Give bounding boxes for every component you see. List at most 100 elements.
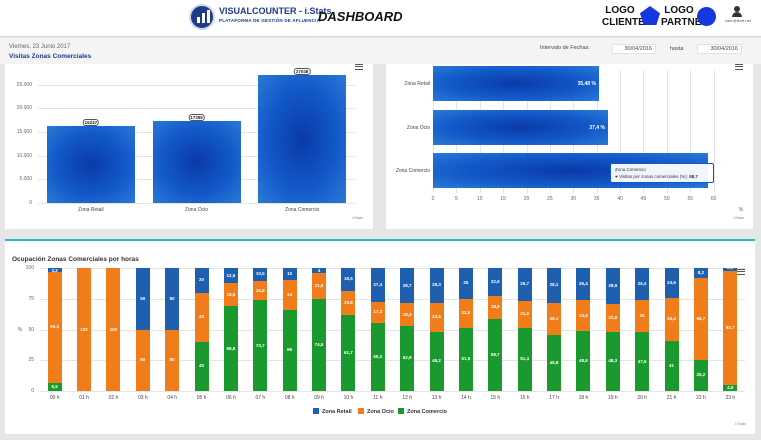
chart3-segment[interactable]: 28,3 [429,268,444,303]
chart3-segment[interactable]: 26,7 [517,268,532,301]
chart3-segment[interactable]: 26 [635,300,650,333]
chart3-segment[interactable]: 4,9 [723,384,738,391]
chart3-segment[interactable]: 28,9 [605,268,620,304]
chart3-segment[interactable]: 10 [282,268,297,281]
chart3-data-label: 24,6 [667,280,676,286]
logo-cliente: LOGO CLIENTE [602,5,645,28]
chart3-segment[interactable]: 45,8 [547,334,562,391]
chart3-segment[interactable]: 20 [194,268,209,293]
chart3-segment[interactable]: 26,4 [576,268,591,301]
chart3-data-label: 18,6 [490,304,500,310]
user-icon[interactable] [732,6,742,17]
chart3-segment[interactable]: 41 [664,340,679,391]
chart3-segment[interactable]: 90,3 [47,271,62,383]
chart3-segment[interactable]: 10,5 [253,268,268,281]
chart3-data-label: 28,7 [402,282,412,288]
legend-ocio[interactable]: Zona Ocio [358,408,394,415]
chart3-segment[interactable]: 92,7 [723,270,738,385]
chart3-segment[interactable]: 18,8 [223,283,238,307]
chart3-segment[interactable]: 66,7 [693,277,708,360]
chart3-segment[interactable]: 17,3 [370,301,385,323]
date-from-input[interactable]: 30/04/2016 [612,44,656,54]
chart3-segment[interactable]: 47,6 [635,332,650,391]
chart3-segment[interactable]: 48,8 [576,330,591,391]
chart3-hour-label: 02 h [108,395,119,401]
chart1-bar[interactable] [152,120,241,203]
chart3-segment[interactable]: 100 [77,268,92,391]
chart3-segment[interactable]: 22,6 [488,268,503,296]
chart3-segment[interactable]: 24 [282,280,297,310]
chart3-segment[interactable]: 23,5 [458,298,473,328]
chart3-segment[interactable]: 51,5 [458,327,473,391]
chart3-segment[interactable]: 2,5 [723,265,738,271]
chart3-segment[interactable]: 25,2 [693,360,708,391]
chart3-data-label: 28,9 [608,282,618,288]
chart3-segment[interactable]: 50 [135,268,150,330]
chart3-segment[interactable]: 3,2 [47,268,62,273]
chart3-segment[interactable]: 15,8 [253,280,268,301]
chart3-segment[interactable]: 55,3 [370,322,385,391]
chart3-segment[interactable]: 21,5 [312,272,327,300]
chart3-segment[interactable]: 34,4 [664,298,679,341]
legend-comercio[interactable]: Zona Comercio [398,408,447,415]
chart2-gridline [713,70,715,193]
chart3-segment[interactable]: 27,4 [370,268,385,302]
chart1-bar[interactable] [46,126,135,203]
chart3-segment[interactable]: 100 [106,268,121,391]
chart3-segment[interactable]: 24,8 [576,300,591,331]
chart3-segment[interactable]: 50 [165,268,180,330]
brand-subtitle: PLATAFORMA DE GESTIÓN DE AFLUENCIA [219,18,321,23]
chart3-segment[interactable]: 18,3 [400,303,415,326]
date-to-input[interactable]: 30/04/2016 [697,44,742,54]
chart3-segment[interactable]: 50 [165,329,180,391]
chart3-segment[interactable]: 18,5 [341,268,356,291]
chart3-segment[interactable]: 48,2 [429,331,444,391]
chart3-segment[interactable]: 40 [194,341,209,391]
chart3-hour-label: 04 h [167,395,178,401]
chart3-segment[interactable]: 24,6 [664,268,679,299]
chart3-segment[interactable]: 12,5 [223,267,238,284]
chart2-menu-icon[interactable] [735,64,743,70]
chart3-segment[interactable]: 23,5 [429,302,444,332]
chart3-segment[interactable]: 22,8 [605,303,620,332]
chart3-data-label: 73,7 [255,342,265,348]
legend-retail[interactable]: Zona Retail [313,408,352,415]
chart3-segment[interactable]: 26,4 [635,268,650,301]
chart1-bar[interactable] [258,75,347,203]
chart3-segment[interactable]: 28,1 [547,268,562,303]
chart3-segment[interactable]: 61,7 [341,315,356,391]
chart3-segment[interactable]: 51,4 [517,327,532,391]
chart2-bar[interactable] [433,66,599,101]
chart3-segment[interactable]: 19,8 [341,290,356,316]
chart3-segment[interactable]: 28,7 [400,268,415,304]
chart3-segment[interactable]: 25 [458,268,473,299]
chart3-menu-icon[interactable] [737,269,745,275]
chart3-segment[interactable]: 74,5 [312,299,327,391]
chart2-credit: i.Stats [733,215,745,220]
chart3-data-label: 24 [287,292,293,298]
chart1-menu-icon[interactable] [355,64,363,70]
chart3-segment[interactable]: 73,7 [253,300,268,391]
chart2-bar[interactable] [433,110,608,145]
chart3-segment[interactable]: 48,3 [605,331,620,391]
chart3-segment[interactable]: 52,9 [400,325,415,391]
chart3-segment[interactable]: 68,8 [223,306,238,391]
chart3-segment[interactable]: 50 [135,329,150,391]
chart3-segment[interactable]: 66 [282,309,297,391]
chart3-hour-label: 14 h [461,395,471,401]
legend-comercio-label: Zona Comercio [407,409,448,415]
chart3-segment[interactable]: 21,9 [517,300,532,328]
chart3-data-label: 10,5 [255,271,265,277]
chart3-data-label: 3,2 [51,268,58,273]
user-label[interactable]: user@isoft.net [725,18,751,23]
chart3-data-label: 23,5 [461,310,471,316]
chart3-segment[interactable]: 18,6 [488,295,503,319]
brand-logo-icon[interactable] [189,4,215,30]
chart3-segment[interactable]: 8,2 [693,267,708,278]
chart3-segment[interactable]: 6,5 [47,383,62,391]
chart3-data-label: 100 [80,326,88,332]
chart3-segment[interactable]: 26,1 [547,302,562,335]
chart3-segment[interactable]: 4 [312,268,327,273]
chart3-segment[interactable]: 40 [194,292,209,342]
chart3-segment[interactable]: 58,7 [488,318,503,391]
